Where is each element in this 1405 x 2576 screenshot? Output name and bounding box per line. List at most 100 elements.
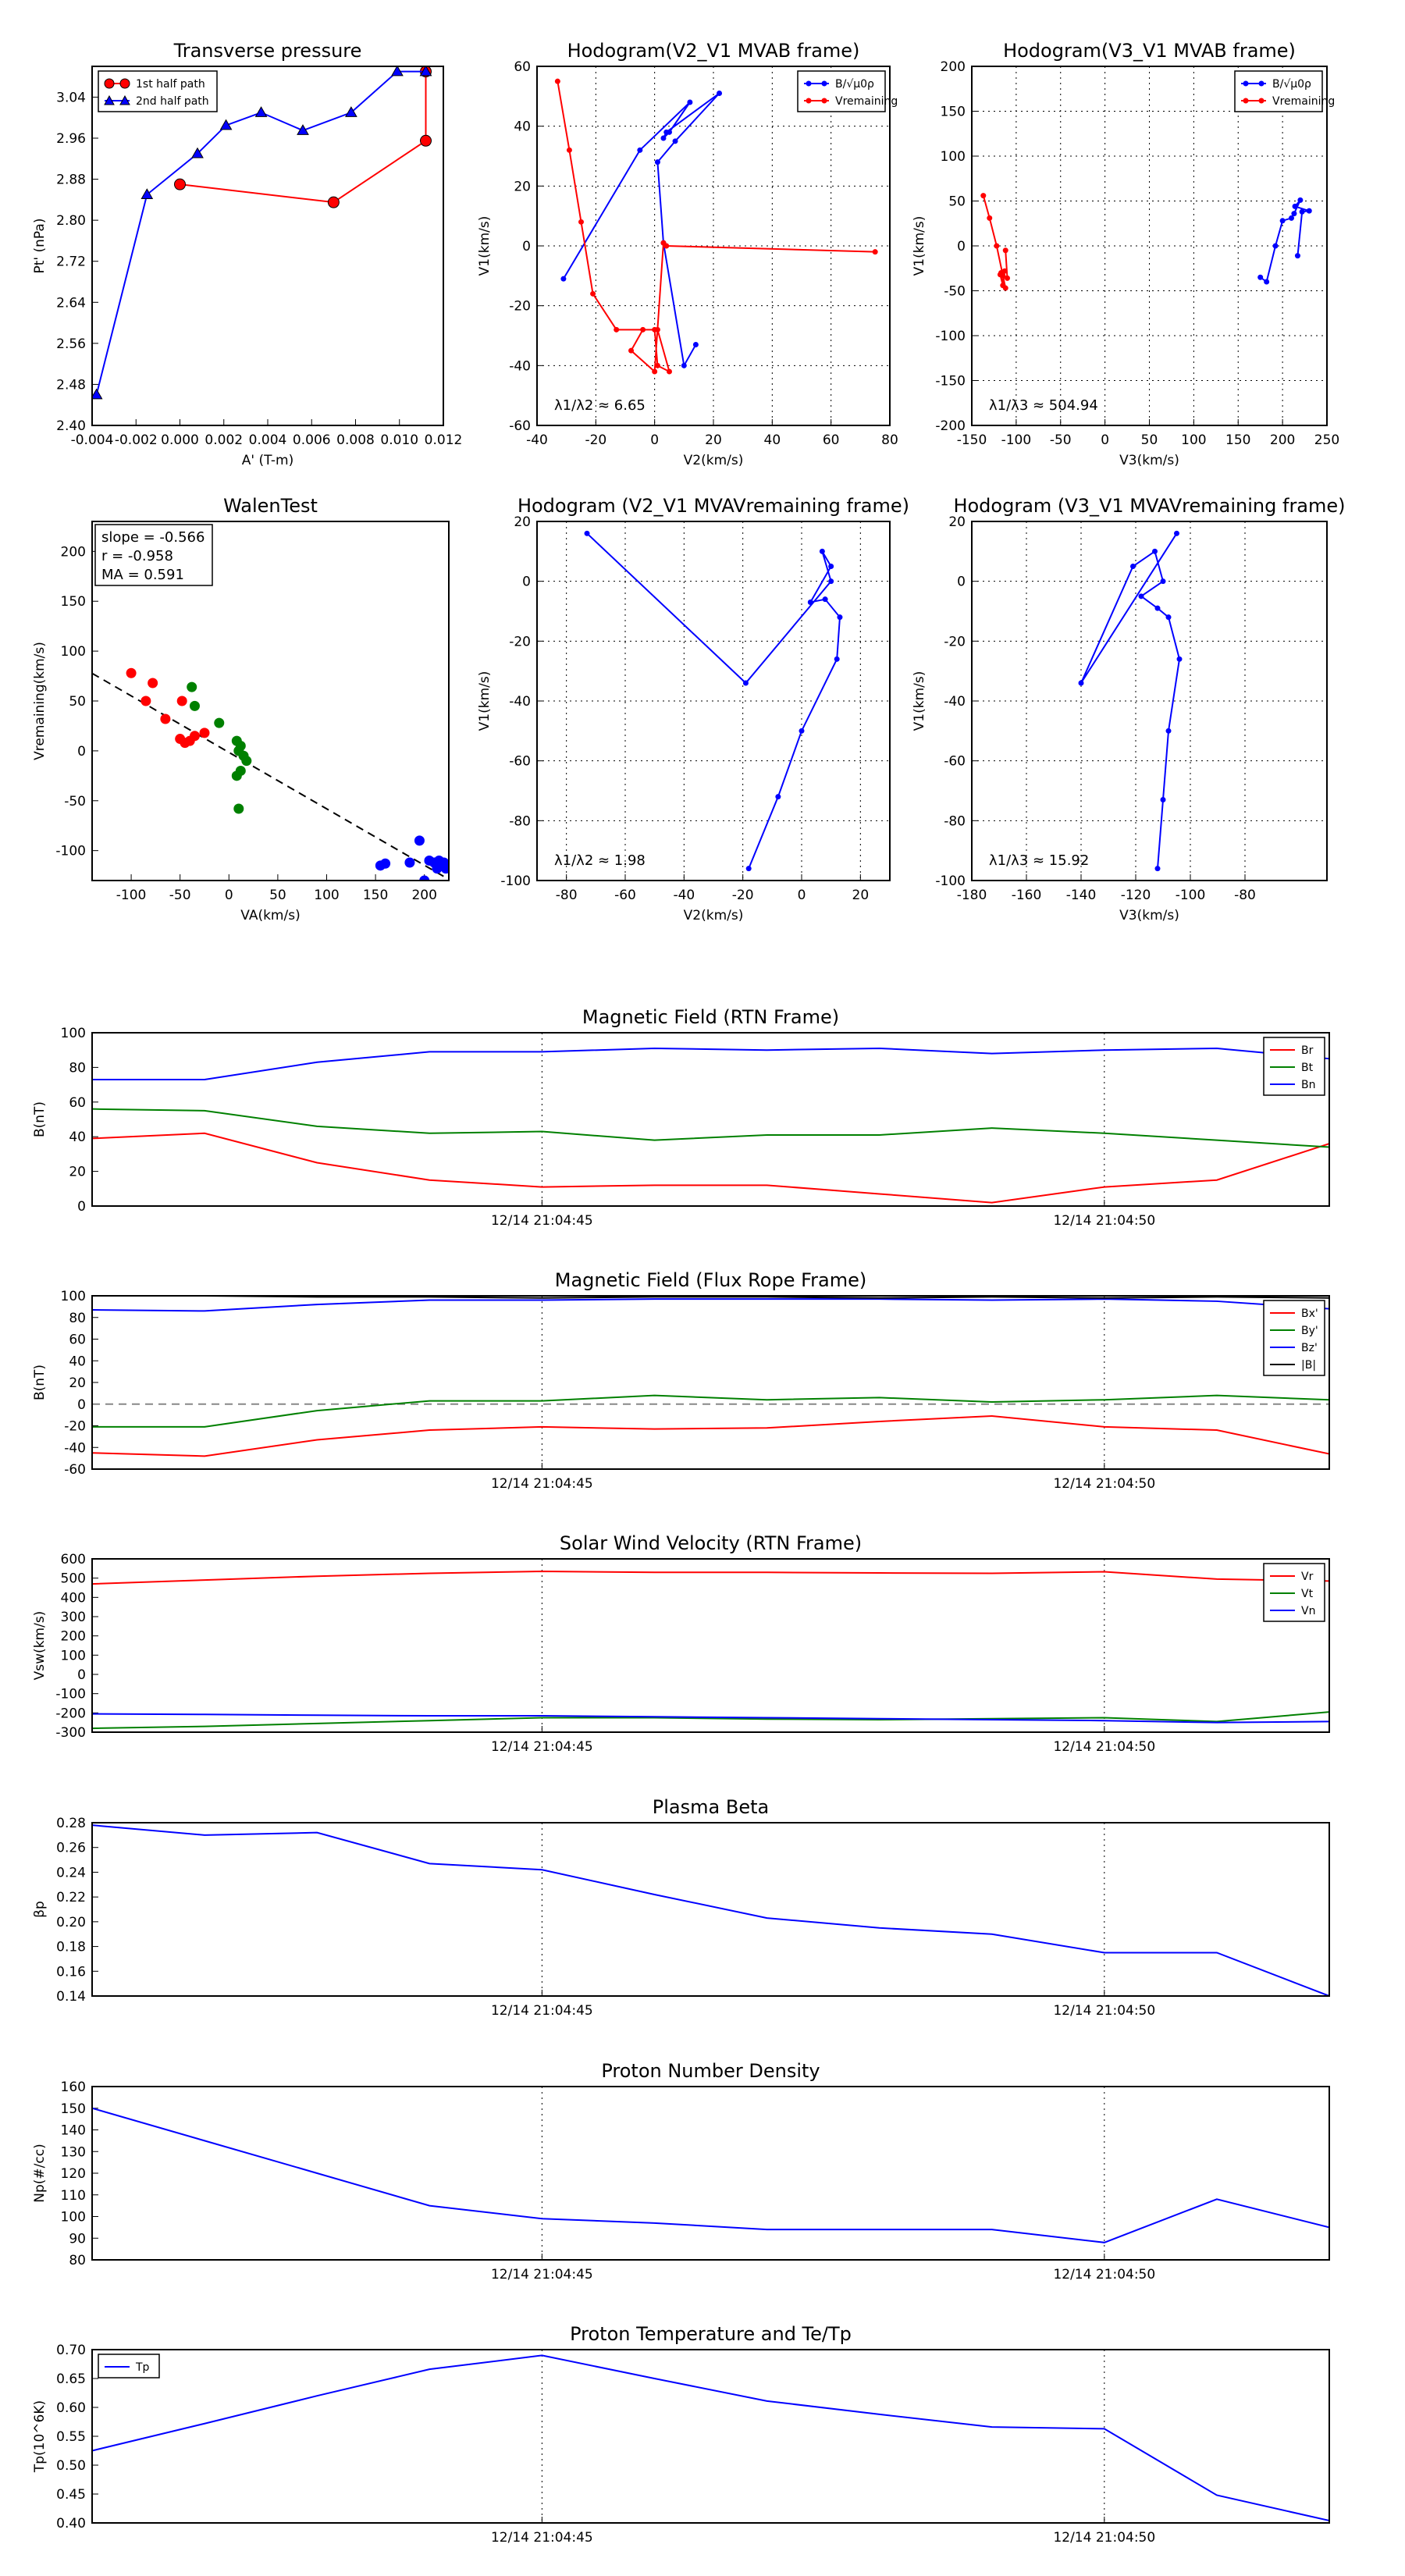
chart-title: Plasma Beta [653,1796,769,1818]
legend-label: B/√μ0ρ [835,78,874,91]
y-axis-label: Np(#/cc) [32,2144,48,2202]
x-tick-label: 0.012 [425,432,463,448]
data-point [1138,593,1144,600]
data-point [1299,208,1305,215]
y-tick-label: 2.80 [56,213,86,229]
data-point [1264,279,1270,285]
legend-marker [1243,80,1249,87]
chart-title: Hodogram(V3_V1 MVAB frame) [1003,40,1296,62]
data-point [1297,197,1304,203]
legend: B/√μ0ρ Vremaining [1234,70,1335,112]
data-point [189,700,200,711]
data-point [148,678,158,688]
x-tick-label: 0.010 [380,432,418,448]
y-tick-label: -100 [55,1687,86,1703]
data-point [998,270,1005,276]
x-tick-label: 0 [1101,432,1109,448]
y-tick-label: 40 [514,119,531,135]
x-tick-label: -20 [585,432,606,448]
data-point [628,347,635,354]
y-tick-label: -200 [55,1706,86,1721]
plot-frame [91,521,450,881]
legend-label: Bn [1301,1079,1315,1091]
data-point [692,342,699,347]
plot-area [92,1296,1329,1457]
y-tick-label: 50 [948,194,966,210]
legend-marker [1258,80,1264,87]
legend-label: Vremaining [835,95,898,108]
x-tick-label: -0.004 [71,432,114,448]
y-tick-label: 20 [514,179,531,194]
data-point [1165,728,1172,734]
stats-line: MA = 0.591 [101,567,184,583]
x-tick-label: 200 [1270,432,1295,448]
y-tick-label: 0.45 [56,2487,86,2503]
x-tick-label: 12/14 21:04:45 [491,1739,593,1755]
data-point [235,741,246,751]
x-tick-label: 12/14 21:04:50 [1053,1476,1155,1492]
y-tick-label: 0 [77,1397,86,1413]
y-tick-label: -20 [944,634,966,649]
chart-title: Proton Number Density [601,2060,820,2082]
y-tick-label: 300 [61,1610,86,1625]
data-point [775,794,781,800]
data-point [590,290,596,297]
plot-frame [91,1822,1330,1997]
y-tick-label: 400 [61,1590,86,1606]
data-point [980,193,987,199]
series-line [92,1713,1329,1724]
y-axis-label: B(nT) [32,1364,48,1400]
y-tick-label: 40 [69,1354,86,1369]
x-tick-label: 0.000 [161,432,199,448]
data-point [1154,605,1161,611]
data-point [92,388,103,400]
x-tick-label: 0.002 [205,432,243,448]
data-point [187,681,197,692]
data-point [828,564,834,569]
chart-title: Solar Wind Velocity (RTN Frame) [560,1532,862,1554]
y-tick-label: -60 [509,418,531,434]
y-tick-label: 0.24 [56,1865,86,1880]
x-tick-label: 0.006 [293,432,331,448]
data-point [380,858,391,869]
chart-h3: Hodogram (V2_V1 MVAVremaining frame) -80 -… [477,495,909,923]
x-axis-label: A' (T-m) [242,453,294,468]
legend-label: Vremaining [1272,95,1335,108]
legend-box [797,70,886,112]
data-point [663,243,670,249]
y-axis-label: V1(km/s) [477,671,493,731]
y-tick-label: 0.28 [56,1816,86,1831]
legend-marker [119,94,130,105]
y-axis-label: B(nT) [32,1101,48,1137]
x-tick-label: -50 [1050,432,1072,448]
plot-frame [971,66,1328,426]
x-tick-label: -160 [1012,888,1042,903]
data-point [667,368,672,375]
data-point [1292,203,1298,209]
data-point [254,106,268,117]
data-point [1165,614,1172,621]
x-tick-label: 20 [705,432,722,448]
data-point [126,667,137,678]
data-point [566,147,572,153]
data-point [807,600,813,605]
chart-ts5: Proton Number Density 12/14 21:04:45 12/14… [32,2060,1330,2282]
chart-title: WalenTest [223,495,318,517]
y-tick-label: 2.88 [56,173,86,188]
data-point [672,138,678,144]
chart-title: Transverse pressure [173,40,362,62]
y-tick-label: 40 [69,1130,86,1145]
y-tick-label: 0 [77,744,86,760]
y-tick-label: 0 [77,1199,86,1215]
y-tick-label: 2.64 [56,295,86,311]
y-tick-label: 0.14 [56,1989,86,2005]
data-point [872,249,878,255]
data-point [819,548,825,554]
data-point [681,362,687,368]
legend: B/√μ0ρ Vremaining [797,70,898,112]
y-tick-label: 100 [941,149,966,165]
data-point [404,857,415,868]
legend-label: |B| [1301,1359,1316,1372]
chart-ts1: Magnetic Field (RTN Frame) 12/14 21:04:45… [32,1006,1330,1229]
x-tick-label: 0 [225,888,233,903]
